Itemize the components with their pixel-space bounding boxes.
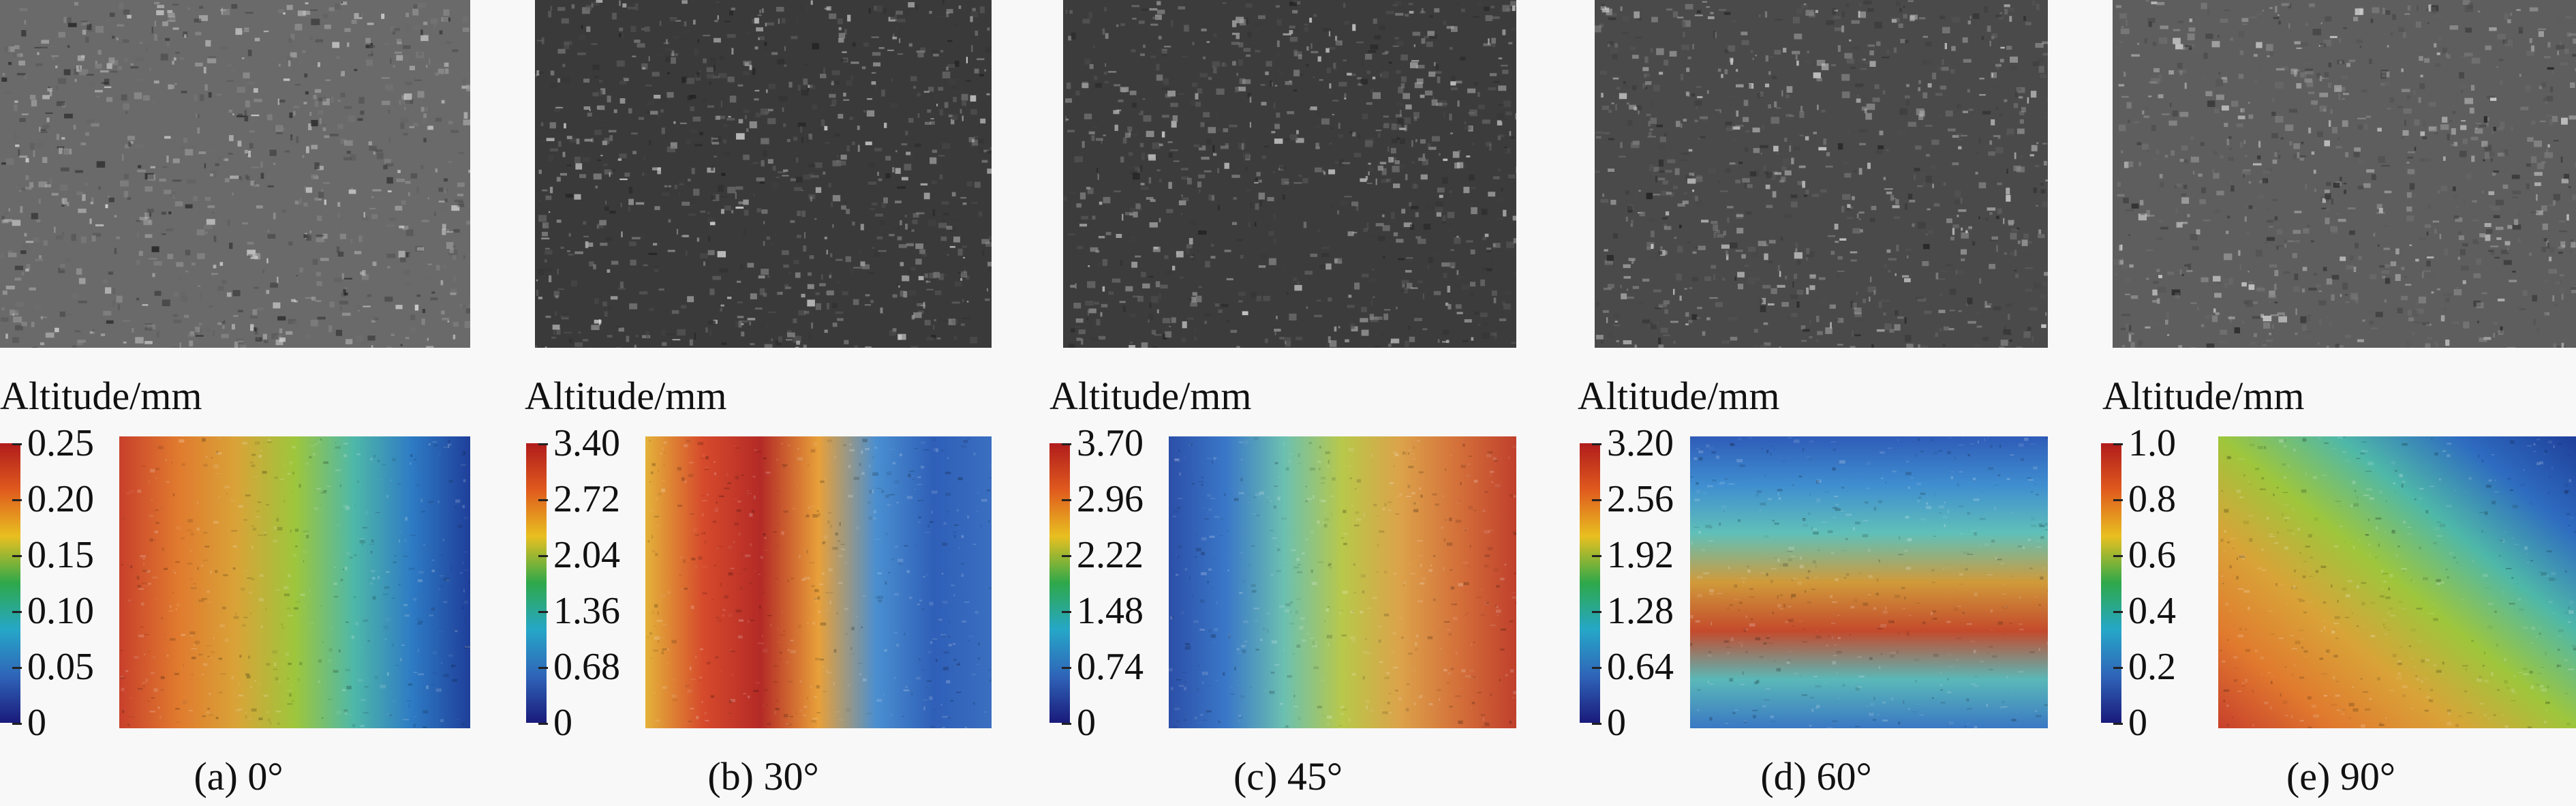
colorbar-tick-label: 1.36 <box>538 590 620 632</box>
colorbar-tick-label: 2.04 <box>538 534 620 576</box>
panel-caption: (c) 45° <box>1233 754 1343 798</box>
colorbar-tick-label: 2.96 <box>1062 478 1144 520</box>
surface-photo <box>1595 0 2048 348</box>
colorbar <box>1049 443 1070 723</box>
colorbar-tick-label: 0.25 <box>12 422 94 464</box>
colorbar-tick-label: 1.48 <box>1062 590 1144 632</box>
colorbar-ticks: 1.0 0.8 0.6 0.4 0.2 0 <box>2113 424 2237 742</box>
colorbar <box>526 443 547 723</box>
surface-photo <box>1063 0 1516 348</box>
colorbar-tick-label: 1.28 <box>1592 590 1674 632</box>
colorbar-unit-label: Altitude/mm <box>1049 374 1252 418</box>
colorbar-tick-label: 1.92 <box>1592 534 1674 576</box>
colorbar-ticks: 3.40 2.72 2.04 1.36 0.68 0 <box>538 424 662 742</box>
colorbar-ticks: 3.70 2.96 2.22 1.48 0.74 0 <box>1062 424 1186 742</box>
altitude-map <box>1690 436 2048 728</box>
colorbar-tick-label: 0 <box>538 702 572 744</box>
colorbar <box>0 443 20 723</box>
surface-photo <box>535 0 992 348</box>
colorbar-tick-label: 2.72 <box>538 478 620 520</box>
altitude-map <box>645 436 992 728</box>
colorbar-tick-label: 3.40 <box>538 422 620 464</box>
altitude-map <box>119 436 470 728</box>
colorbar-unit-label: Altitude/mm <box>0 374 202 418</box>
colorbar <box>2101 443 2121 723</box>
panel-caption: (e) 90° <box>2286 754 2396 798</box>
panel-caption: (b) 30° <box>707 754 819 798</box>
colorbar-tick-label: 0.15 <box>12 534 94 576</box>
colorbar-tick-label: 2.56 <box>1592 478 1674 520</box>
colorbar-tick-label: 0.10 <box>12 590 94 632</box>
colorbar-tick-label: 0 <box>1062 702 1096 744</box>
colorbar-tick-label: 3.70 <box>1062 422 1144 464</box>
colorbar-tick-label: 1.0 <box>2113 422 2176 464</box>
colorbar-tick-label: 0 <box>1592 702 1626 744</box>
colorbar-unit-label: Altitude/mm <box>525 374 727 418</box>
surface-photo <box>2113 0 2576 348</box>
colorbar-tick-label: 0.74 <box>1062 646 1144 688</box>
surface-photo <box>0 0 470 348</box>
colorbar-tick-label: 0.64 <box>1592 646 1674 688</box>
colorbar-tick-label: 0.2 <box>2113 646 2176 688</box>
colorbar-tick-label: 0.4 <box>2113 590 2176 632</box>
colorbar-ticks: 0.25 0.20 0.15 0.10 0.05 0 <box>12 424 136 742</box>
colorbar-unit-label: Altitude/mm <box>2102 374 2305 418</box>
colorbar-tick-label: 0.8 <box>2113 478 2176 520</box>
colorbar-tick-label: 0 <box>2113 702 2147 744</box>
panel-caption: (a) 0° <box>194 754 283 798</box>
colorbar-tick-label: 0.05 <box>12 646 94 688</box>
colorbar <box>1580 443 1600 723</box>
colorbar-tick-label: 0.68 <box>538 646 620 688</box>
colorbar-unit-label: Altitude/mm <box>1578 374 1780 418</box>
colorbar-tick-label: 2.22 <box>1062 534 1144 576</box>
colorbar-tick-label: 3.20 <box>1592 422 1674 464</box>
panel-caption: (d) 60° <box>1760 754 1872 798</box>
altitude-map <box>2218 436 2576 728</box>
colorbar-ticks: 3.20 2.56 1.92 1.28 0.64 0 <box>1592 424 1716 742</box>
altitude-map <box>1169 436 1516 728</box>
colorbar-tick-label: 0.20 <box>12 478 94 520</box>
colorbar-tick-label: 0.6 <box>2113 534 2176 576</box>
colorbar-tick-label: 0 <box>12 702 46 744</box>
